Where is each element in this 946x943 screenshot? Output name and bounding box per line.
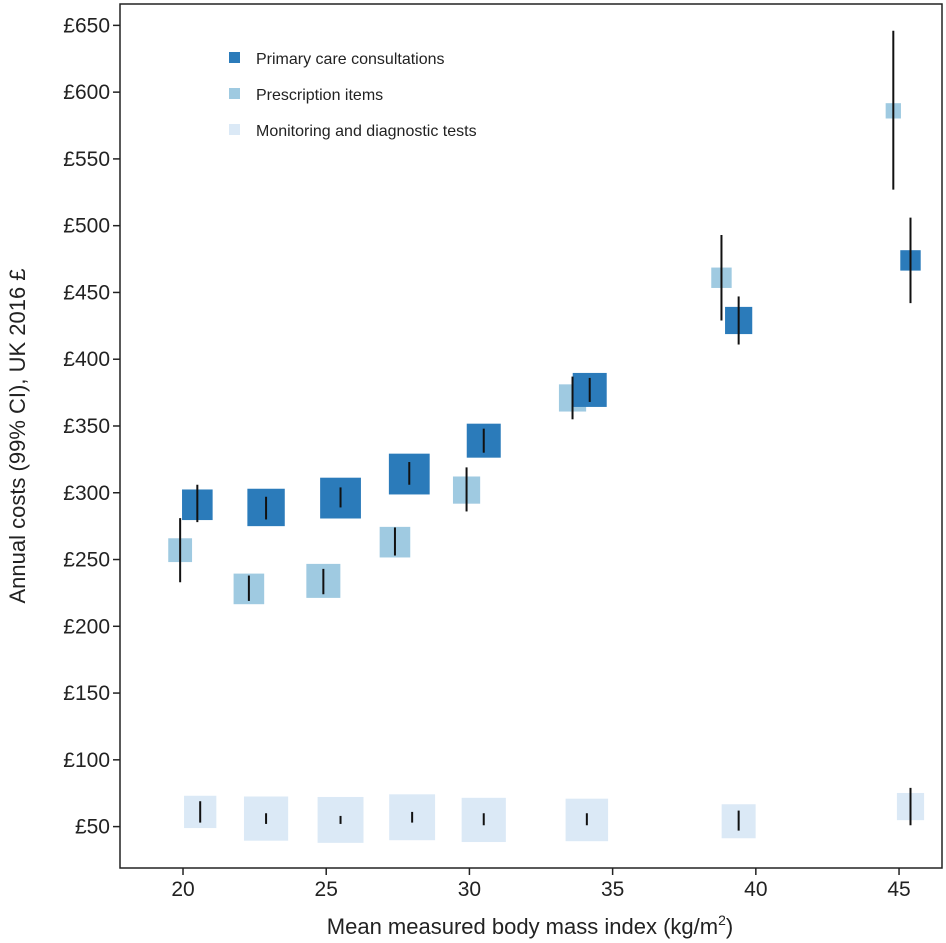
legend-swatch bbox=[229, 52, 240, 63]
x-axis-title-text: Mean measured body mass index (kg/m bbox=[327, 914, 718, 939]
legend-label: Monitoring and diagnostic tests bbox=[256, 123, 477, 140]
y-tick-label: £500 bbox=[63, 215, 110, 238]
y-axis-title: Annual costs (99% CI), UK 2016 £ bbox=[5, 268, 30, 603]
y-tick-label: £150 bbox=[63, 682, 110, 705]
y-tick-label: £200 bbox=[63, 615, 110, 638]
x-tick-label: 25 bbox=[315, 878, 338, 901]
y-tick-label: £50 bbox=[75, 816, 110, 839]
y-tick-label: £350 bbox=[63, 415, 110, 438]
series-markers bbox=[168, 103, 925, 843]
x-tick-label: 40 bbox=[744, 878, 767, 901]
x-tick-label: 45 bbox=[887, 878, 910, 901]
x-axis-title-end: ) bbox=[726, 914, 733, 939]
x-axis-title-superscript: 2 bbox=[718, 912, 726, 928]
x-axis: 20 25 30 35 40 45 bbox=[171, 868, 911, 901]
plot-panel bbox=[119, 3, 943, 869]
legend-label: Prescription items bbox=[256, 87, 383, 104]
legend-swatch bbox=[229, 124, 240, 135]
x-axis-title: Mean measured body mass index (kg/m2) bbox=[327, 912, 733, 939]
y-tick-label: £550 bbox=[63, 148, 110, 171]
y-axis: £50 £100 £150 £200 £250 £300 £350 £400 £450 £500 £… bbox=[63, 14, 120, 839]
x-tick-label: 35 bbox=[601, 878, 624, 901]
legend-swatch bbox=[229, 88, 240, 99]
y-tick-label: £400 bbox=[63, 348, 110, 371]
y-tick-label: £600 bbox=[63, 81, 110, 104]
legend-label: Primary care consultations bbox=[256, 51, 445, 68]
y-tick-label: £450 bbox=[63, 281, 110, 304]
legend: Primary care consultations Prescription i… bbox=[229, 51, 477, 140]
error-bars bbox=[179, 30, 912, 831]
y-tick-label: £650 bbox=[63, 14, 110, 37]
y-tick-label: £250 bbox=[63, 549, 110, 572]
y-tick-label: £300 bbox=[63, 482, 110, 505]
x-tick-label: 30 bbox=[458, 878, 481, 901]
x-tick-label: 20 bbox=[171, 878, 194, 901]
y-tick-label: £100 bbox=[63, 749, 110, 772]
